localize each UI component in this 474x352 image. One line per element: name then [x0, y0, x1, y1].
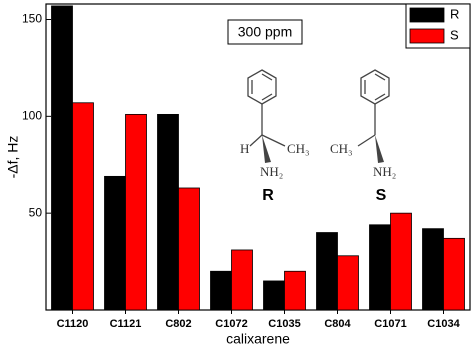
bar	[316, 232, 338, 311]
bar	[443, 237, 465, 311]
bar	[369, 224, 391, 311]
atom-label: CH₃	[330, 141, 353, 156]
bar	[231, 249, 253, 311]
bond	[357, 134, 376, 147]
x-tick-label: C1034	[427, 318, 460, 330]
y-tick-label: 100	[22, 109, 42, 123]
bond	[261, 134, 286, 147]
molecule-r: H CH₃ NH₂ R	[240, 69, 310, 204]
y-tick-label: 50	[29, 205, 43, 219]
bar	[157, 113, 179, 311]
x-tick-label: C1121	[110, 318, 142, 330]
structure-label: R	[262, 187, 274, 204]
molecule-s: CH₃ NH₂ S	[330, 69, 396, 204]
bar	[263, 280, 285, 311]
x-tick-label: C802	[165, 318, 191, 330]
atom-label: CH₃	[287, 141, 310, 156]
y-tick-label: 150	[22, 12, 42, 26]
y-axis-label: -Δf, Hz	[5, 136, 21, 179]
plot-frame	[45, 3, 471, 311]
legend-swatch	[409, 7, 445, 23]
legend-label: S	[450, 27, 459, 42]
bond	[249, 134, 263, 147]
legend-label: R	[450, 6, 459, 21]
bar	[178, 187, 200, 311]
x-axis-label: calixarene	[226, 331, 290, 347]
structure-label: S	[376, 187, 387, 204]
bar	[210, 270, 232, 311]
atom-label: H	[240, 141, 249, 156]
bar	[422, 228, 444, 311]
x-tick-label: C1035	[268, 318, 300, 330]
bar	[337, 255, 359, 311]
bar	[104, 175, 126, 311]
wedge	[262, 135, 271, 163]
x-tick-label: C804	[324, 318, 351, 330]
annotation-box	[227, 19, 303, 45]
x-tick-label: C1071	[374, 318, 406, 330]
x-tick-label: C1072	[215, 318, 247, 330]
wedge	[375, 135, 384, 163]
atom-label: NH₂	[373, 164, 396, 179]
bar	[72, 102, 94, 311]
atom-label: NH₂	[260, 164, 283, 179]
legend-swatch	[409, 28, 445, 44]
bond	[374, 73, 386, 81]
annotation: 300 ppm	[238, 24, 292, 40]
bond	[374, 93, 386, 101]
x-tick-label: C1120	[57, 318, 89, 330]
bond	[261, 73, 273, 81]
bond	[261, 93, 273, 101]
bar	[51, 5, 73, 311]
bar	[284, 270, 306, 311]
bar	[390, 212, 412, 311]
bar	[125, 113, 147, 311]
